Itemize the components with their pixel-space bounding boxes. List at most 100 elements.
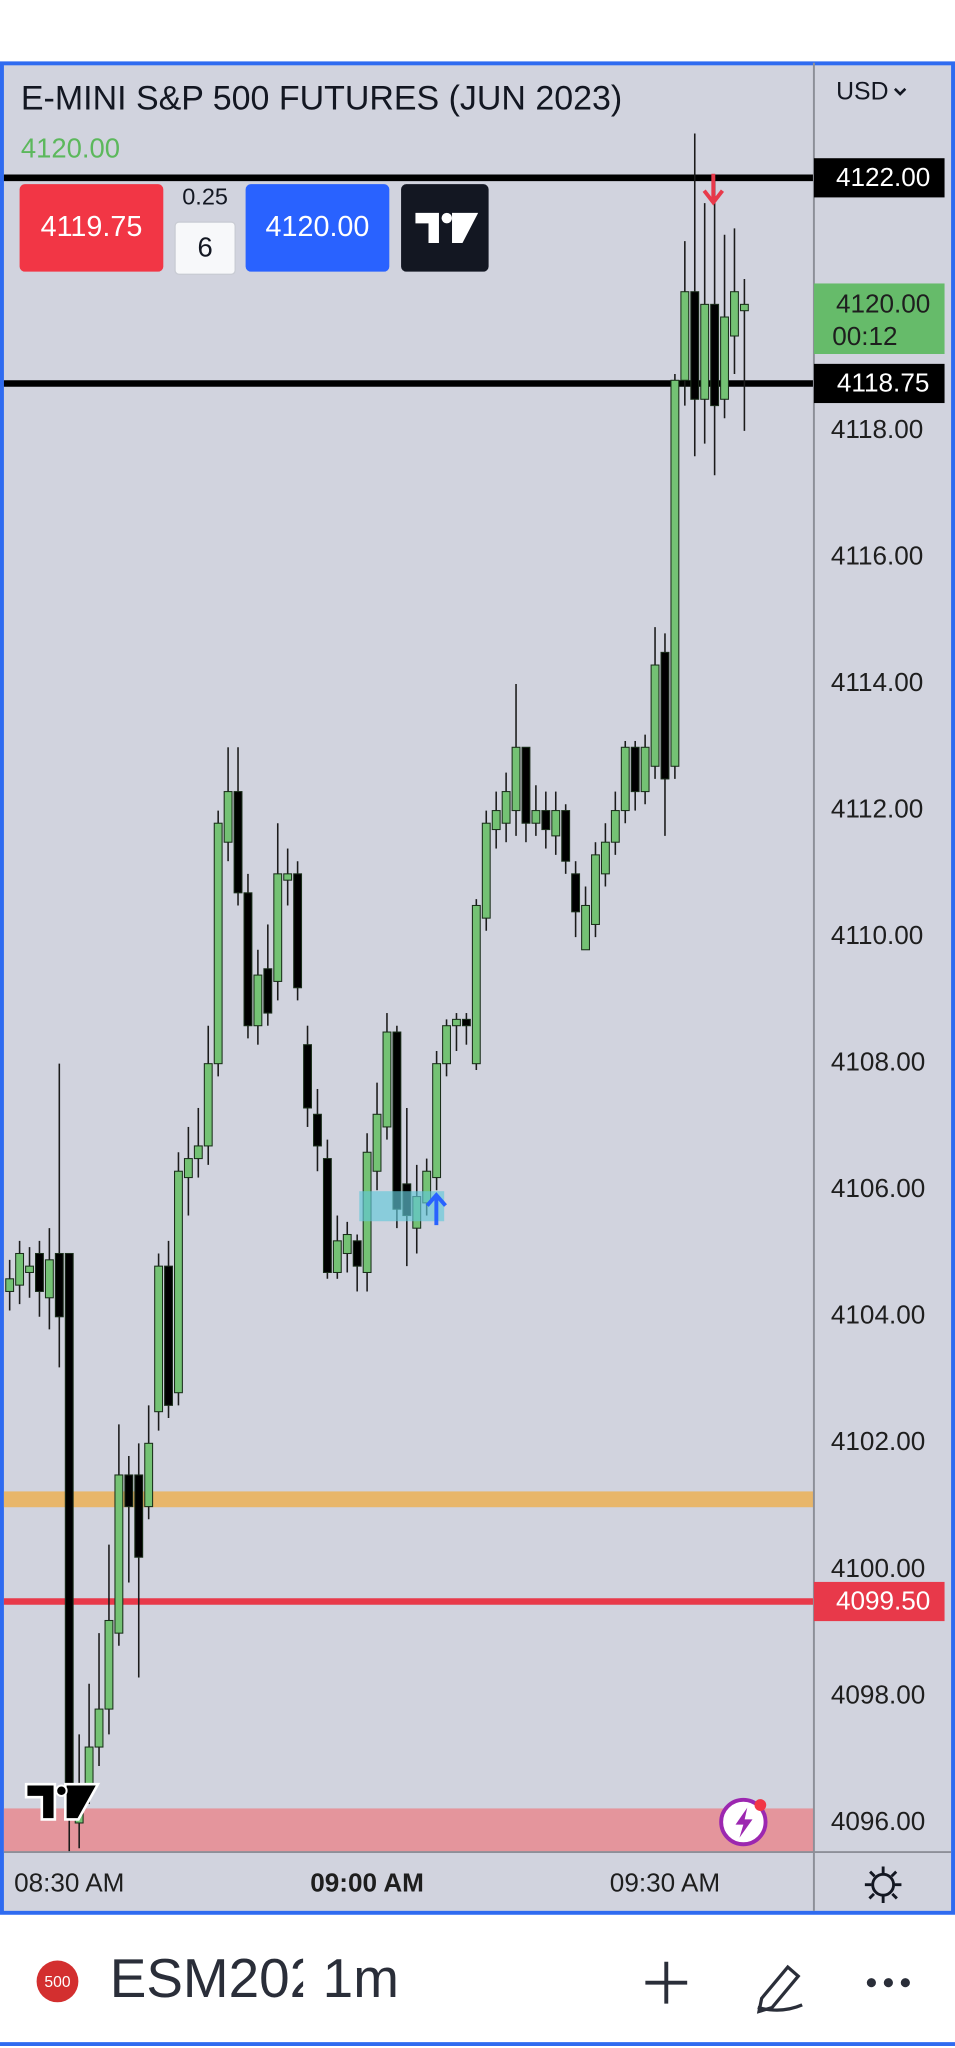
candle-body xyxy=(94,1708,104,1748)
tradingview-logo xyxy=(415,212,479,243)
price-line-label: 4099.50 xyxy=(836,1586,930,1616)
candle-body xyxy=(521,746,531,824)
lightning-button[interactable] xyxy=(719,1797,768,1847)
candle-body xyxy=(700,303,710,400)
candle-body xyxy=(35,1252,44,1292)
settings-button[interactable] xyxy=(864,1866,902,1904)
symbol-badge-text: 500 xyxy=(44,1974,70,1991)
candle-body xyxy=(600,841,610,875)
draw-button[interactable] xyxy=(756,1964,803,2014)
candle-body xyxy=(620,746,630,812)
candle-body xyxy=(322,1158,332,1274)
candle-body xyxy=(303,1044,312,1109)
candle-body xyxy=(491,810,501,831)
candle-body xyxy=(630,746,640,793)
y-tick-label: 4116.00 xyxy=(831,540,923,570)
x-tick-label: 08:30 AM xyxy=(14,1868,124,1898)
quantity-field[interactable] xyxy=(174,221,236,275)
candle-body xyxy=(571,873,581,913)
candle-body xyxy=(531,810,541,824)
candle-body xyxy=(710,303,720,407)
candle-body xyxy=(104,1619,114,1710)
price-zone xyxy=(3,1808,814,1853)
symbol-badge xyxy=(36,1960,79,2003)
candle-body xyxy=(313,1113,322,1147)
candle-body xyxy=(680,291,690,381)
candle-body xyxy=(174,1170,183,1394)
candle-body xyxy=(44,1259,54,1299)
symbol-name[interactable]: ESM202 xyxy=(110,1947,320,2009)
candle-body xyxy=(293,873,303,989)
candle-body xyxy=(650,664,660,767)
y-tick-label: 4106.00 xyxy=(831,1173,925,1203)
interval[interactable]: 1m xyxy=(323,1947,399,2009)
price-line-label: 4118.75 xyxy=(837,368,929,398)
candle-body xyxy=(392,1031,402,1210)
highlight-box xyxy=(359,1191,445,1222)
candle-body xyxy=(223,791,233,843)
candle-body xyxy=(670,379,680,767)
sell-button[interactable] xyxy=(19,184,164,272)
tradingview-button[interactable] xyxy=(401,184,489,272)
candle-body xyxy=(164,1265,173,1406)
sell-arrow xyxy=(702,173,725,206)
candle-body xyxy=(263,968,273,1014)
candle-body xyxy=(660,651,670,780)
candle-body xyxy=(25,1265,34,1274)
price-zone xyxy=(3,1491,814,1508)
candle-body xyxy=(720,316,729,400)
candle-body xyxy=(352,1240,362,1267)
buy-button[interactable] xyxy=(245,184,390,272)
candle-body xyxy=(471,904,481,1065)
current-price-label: 4120.00 xyxy=(836,289,930,319)
y-tick-label: 4114.00 xyxy=(831,667,923,697)
candle-body xyxy=(154,1265,164,1413)
current-price-label-bg xyxy=(813,283,945,354)
order-panel: 4119.75 0.25 6 4120.00 xyxy=(19,184,489,275)
buy-arrow xyxy=(425,1192,447,1226)
sell-price: 4119.75 xyxy=(41,211,143,243)
candle-body xyxy=(591,854,600,925)
y-tick-label: 4104.00 xyxy=(831,1300,925,1330)
time-axis: 08:30 AM 09:00 AM 09:30 AM xyxy=(14,1868,720,1898)
candle-body xyxy=(5,1278,15,1292)
chart-title: E-MINI S&P 500 FUTURES (JUN 2023) xyxy=(21,80,622,118)
candle-body xyxy=(253,974,263,1027)
buy-price: 4120.00 xyxy=(266,211,370,243)
candle-body xyxy=(481,822,491,919)
candle-body xyxy=(501,791,511,824)
candle-body xyxy=(243,892,253,1027)
candle-body xyxy=(193,1145,203,1160)
dropdown-chevron xyxy=(893,87,907,96)
tick-size: 0.25 xyxy=(182,184,228,210)
candle-body xyxy=(64,1252,74,1805)
y-tick-label: 4112.00 xyxy=(831,793,923,823)
tradingview-logo-dot xyxy=(441,212,453,224)
drawings xyxy=(359,173,725,1226)
last-price: 4120.00 xyxy=(21,132,120,163)
candle-body xyxy=(283,873,293,881)
currency-selector[interactable]: USD xyxy=(836,78,888,105)
candle-body xyxy=(213,822,223,1065)
price-line-label-bg xyxy=(813,363,945,404)
candle-body xyxy=(561,810,571,862)
candle-body xyxy=(114,1474,124,1634)
candle-body xyxy=(610,810,620,843)
candle-body xyxy=(690,291,700,400)
add-button[interactable] xyxy=(645,1961,688,2004)
candle-body xyxy=(541,810,551,831)
y-tick-label: 4098.00 xyxy=(831,1679,925,1709)
candle-body xyxy=(233,791,243,894)
status-area xyxy=(0,0,955,62)
more-button[interactable] xyxy=(866,1978,910,1988)
y-tick-label: 4118.00 xyxy=(831,414,923,444)
x-tick-label: 09:30 AM xyxy=(610,1868,720,1898)
watermark-logo xyxy=(24,1782,101,1821)
candle-body xyxy=(581,904,590,951)
candle-body xyxy=(54,1252,64,1318)
candle-body xyxy=(730,291,739,337)
candle-body xyxy=(511,746,521,812)
candle-body xyxy=(203,1063,213,1147)
